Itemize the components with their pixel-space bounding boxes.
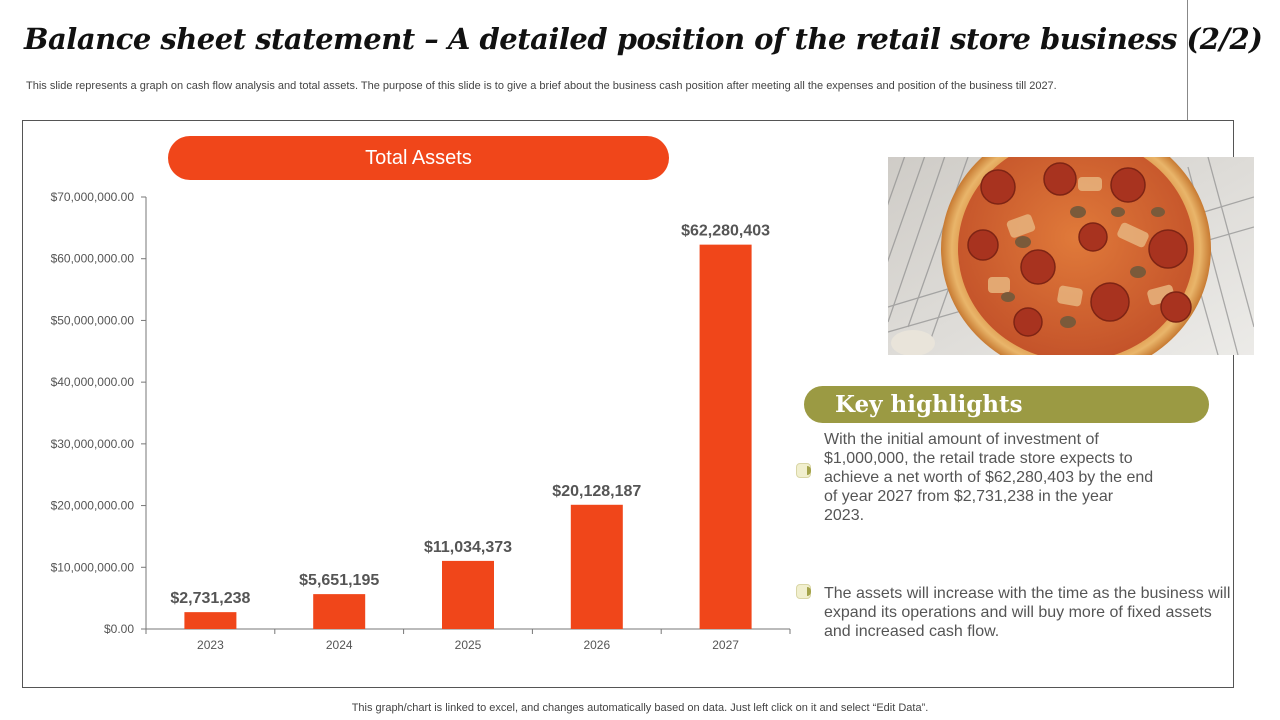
bar-2026: [570, 504, 623, 629]
data-label: $20,128,187: [552, 483, 641, 500]
x-tick-label: 2024: [326, 638, 353, 652]
highlight-item-1: With the initial amount of investment of…: [824, 431, 1154, 524]
y-tick-label: $40,000,000.00: [51, 375, 135, 389]
highlight-bullet-icon: [796, 463, 811, 478]
y-tick-label: $50,000,000.00: [51, 313, 135, 327]
highlight-bullet-icon: [796, 584, 811, 599]
page-subtitle: This slide represents a graph on cash fl…: [26, 80, 1057, 92]
total-assets-chart[interactable]: $0.00 $10,000,000.00 $20,000,000.00 $30,000…: [0, 0, 800, 660]
y-tick-label: $60,000,000.00: [51, 252, 135, 266]
chart-title-banner: Total Assets: [168, 136, 669, 180]
divider-line: [1187, 0, 1188, 120]
data-label: $11,034,373: [424, 539, 512, 556]
y-tick-label: $0.00: [104, 622, 134, 636]
bar-2027: [699, 244, 752, 630]
x-tick-label: 2025: [455, 638, 482, 652]
bar-2025: [442, 560, 494, 629]
x-tick-label: 2027: [712, 638, 739, 652]
data-label: $5,651,195: [299, 572, 379, 589]
bar-2023: [184, 612, 237, 629]
x-tick-label: 2023: [197, 638, 224, 652]
data-label: $2,731,238: [170, 590, 250, 607]
highlight-item-2: The assets will increase with the time a…: [824, 585, 1231, 640]
pizza-image: [888, 157, 1254, 355]
y-tick-label: $20,000,000.00: [51, 499, 135, 513]
content-frame: [22, 120, 1234, 688]
y-tick-label: $70,000,000.00: [51, 190, 135, 204]
data-label: $62,280,403: [681, 223, 770, 240]
x-tick-label: 2026: [583, 638, 610, 652]
footer-note: This graph/chart is linked to excel, and…: [351, 702, 929, 714]
y-tick-label: $10,000,000.00: [51, 560, 135, 574]
y-tick-label: $30,000,000.00: [51, 437, 135, 451]
page-title: Balance sheet statement – A detailed pos…: [24, 22, 1263, 56]
bar-2024: [313, 594, 366, 629]
key-highlights-banner: Key highlights: [804, 386, 1209, 423]
